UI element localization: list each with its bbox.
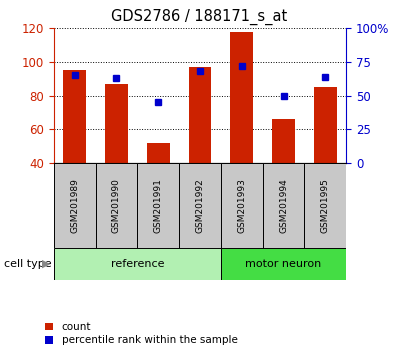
Bar bbox=[230, 32, 253, 163]
Text: ▶: ▶ bbox=[42, 259, 50, 269]
Legend: count, percentile rank within the sample: count, percentile rank within the sample bbox=[45, 322, 238, 345]
Text: GSM201990: GSM201990 bbox=[112, 178, 121, 233]
Bar bbox=[272, 119, 295, 163]
Bar bbox=[105, 84, 128, 163]
Text: GDS2786 / 188171_s_at: GDS2786 / 188171_s_at bbox=[111, 9, 287, 25]
Bar bbox=[179, 163, 221, 248]
Text: GSM201989: GSM201989 bbox=[70, 178, 79, 233]
Bar bbox=[304, 163, 346, 248]
Text: reference: reference bbox=[111, 259, 164, 269]
Bar bbox=[263, 163, 304, 248]
Text: GSM201994: GSM201994 bbox=[279, 178, 288, 233]
Text: motor neuron: motor neuron bbox=[246, 259, 322, 269]
Bar bbox=[221, 248, 346, 280]
Text: GSM201991: GSM201991 bbox=[154, 178, 163, 233]
Bar bbox=[54, 163, 96, 248]
Bar bbox=[189, 67, 211, 163]
Bar bbox=[137, 163, 179, 248]
Bar bbox=[54, 248, 221, 280]
Bar bbox=[314, 87, 337, 163]
Text: GSM201992: GSM201992 bbox=[195, 178, 205, 233]
Bar bbox=[221, 163, 263, 248]
Bar bbox=[63, 70, 86, 163]
Bar bbox=[147, 143, 170, 163]
Text: GSM201993: GSM201993 bbox=[237, 178, 246, 233]
Text: GSM201995: GSM201995 bbox=[321, 178, 330, 233]
Bar bbox=[96, 163, 137, 248]
Text: cell type: cell type bbox=[4, 259, 52, 269]
